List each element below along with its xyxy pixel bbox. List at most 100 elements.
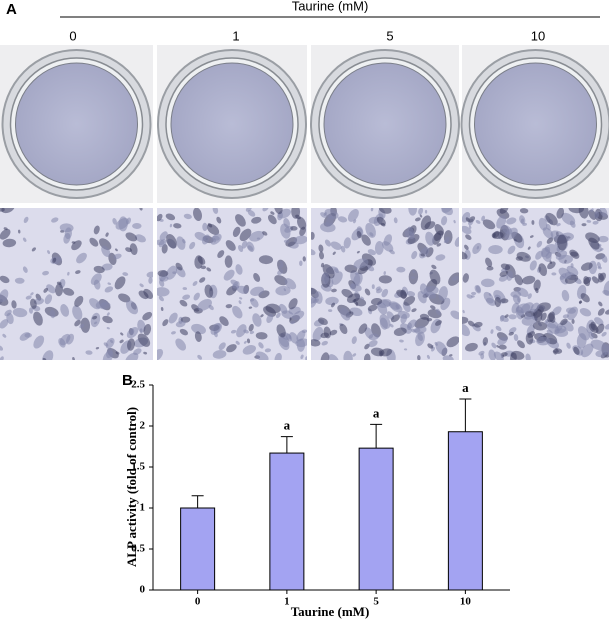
stain-patch	[514, 274, 523, 286]
stain-patch	[217, 250, 225, 258]
stain-patch	[179, 299, 188, 307]
stain-patch	[241, 240, 248, 249]
stain-patch	[510, 350, 525, 360]
column-label: 1	[232, 28, 239, 43]
stain-patch	[218, 342, 226, 351]
stain-patch	[424, 209, 428, 214]
stain-patch	[137, 319, 146, 333]
stain-patch	[356, 230, 362, 239]
stain-patch	[594, 317, 604, 326]
stain-patch	[296, 338, 306, 352]
stain-patch	[42, 350, 54, 360]
stain-patch	[232, 284, 239, 289]
stain-patch	[157, 213, 163, 222]
stain-patch	[158, 296, 164, 302]
stain-patch	[159, 276, 169, 282]
stain-patch	[433, 230, 444, 241]
stain-patch	[595, 323, 605, 334]
stain-patch	[602, 289, 609, 296]
stain-patch	[417, 291, 427, 304]
stain-patch	[206, 267, 212, 272]
stain-patch	[76, 252, 87, 264]
stain-patch	[435, 320, 442, 326]
stain-patch	[519, 208, 529, 214]
stain-patch	[561, 289, 570, 302]
micrograph	[0, 208, 153, 360]
stain-patch	[601, 254, 608, 263]
stain-patch	[410, 276, 415, 279]
stain-patch	[183, 213, 192, 220]
stain-patch	[558, 267, 572, 279]
stain-patch	[591, 276, 599, 284]
stain-patch	[427, 343, 434, 349]
stain-patch	[33, 311, 43, 326]
stain-patch	[270, 211, 275, 215]
stain-patch	[179, 328, 189, 336]
stain-patch	[325, 296, 339, 306]
stain-patch	[197, 256, 206, 265]
stain-patch	[389, 323, 394, 328]
stain-patch	[235, 264, 243, 275]
stain-patch	[120, 332, 124, 336]
stain-patch	[420, 253, 425, 257]
stain-patch	[360, 296, 365, 300]
stain-patch	[417, 355, 421, 360]
panel-label: A	[6, 1, 17, 18]
stain-patch	[206, 223, 220, 235]
stain-patch	[62, 287, 75, 296]
stain-patch	[200, 265, 207, 270]
stain-patch	[118, 216, 128, 232]
stain-patch	[491, 231, 504, 240]
stain-patch	[597, 308, 605, 316]
stain-patch	[339, 307, 351, 321]
stain-patch	[590, 321, 597, 331]
stain-patch	[95, 346, 100, 350]
stain-patch	[431, 264, 437, 270]
stain-patch	[403, 348, 408, 351]
stain-patch	[562, 314, 569, 319]
stain-patch	[547, 311, 555, 323]
stain-patch	[332, 251, 336, 255]
stain-patch	[446, 336, 459, 348]
stain-patch	[258, 255, 274, 265]
stain-patch	[525, 353, 531, 360]
stain-patch	[462, 273, 469, 283]
stain-patch	[343, 237, 351, 249]
stain-patch	[79, 323, 85, 329]
stain-patch	[72, 305, 83, 321]
stain-patch	[491, 342, 497, 349]
stain-patch	[63, 232, 71, 244]
stain-patch	[300, 354, 304, 360]
stain-patch	[465, 234, 472, 240]
stain-patch	[337, 216, 348, 223]
stain-patch	[557, 234, 568, 251]
stain-patch	[542, 227, 554, 239]
stain-patch	[59, 333, 71, 346]
stain-patch	[0, 345, 4, 351]
stain-patch	[175, 320, 186, 328]
stain-patch	[23, 216, 29, 224]
stain-patch	[292, 310, 305, 321]
stain-patch	[601, 331, 607, 337]
stain-patch	[388, 301, 401, 310]
stain-patch	[328, 354, 339, 360]
stain-patch	[213, 331, 218, 338]
stain-patch	[284, 278, 297, 290]
stain-patch	[354, 272, 359, 275]
stain-patch	[192, 280, 198, 286]
significance-label: a	[462, 380, 469, 395]
stain-patch	[496, 345, 500, 348]
stain-patch	[249, 230, 265, 242]
stain-patch	[467, 320, 475, 327]
stain-patch	[197, 354, 203, 360]
stain-patch	[425, 291, 437, 299]
stain-patch	[72, 357, 75, 360]
stain-patch	[400, 289, 407, 300]
stain-patch	[112, 218, 117, 225]
stain-patch	[353, 258, 369, 269]
stain-patch	[80, 317, 91, 333]
stain-patch	[462, 225, 472, 235]
stain-patch	[199, 277, 206, 283]
stain-patch	[415, 217, 421, 222]
stain-patch	[278, 263, 284, 269]
